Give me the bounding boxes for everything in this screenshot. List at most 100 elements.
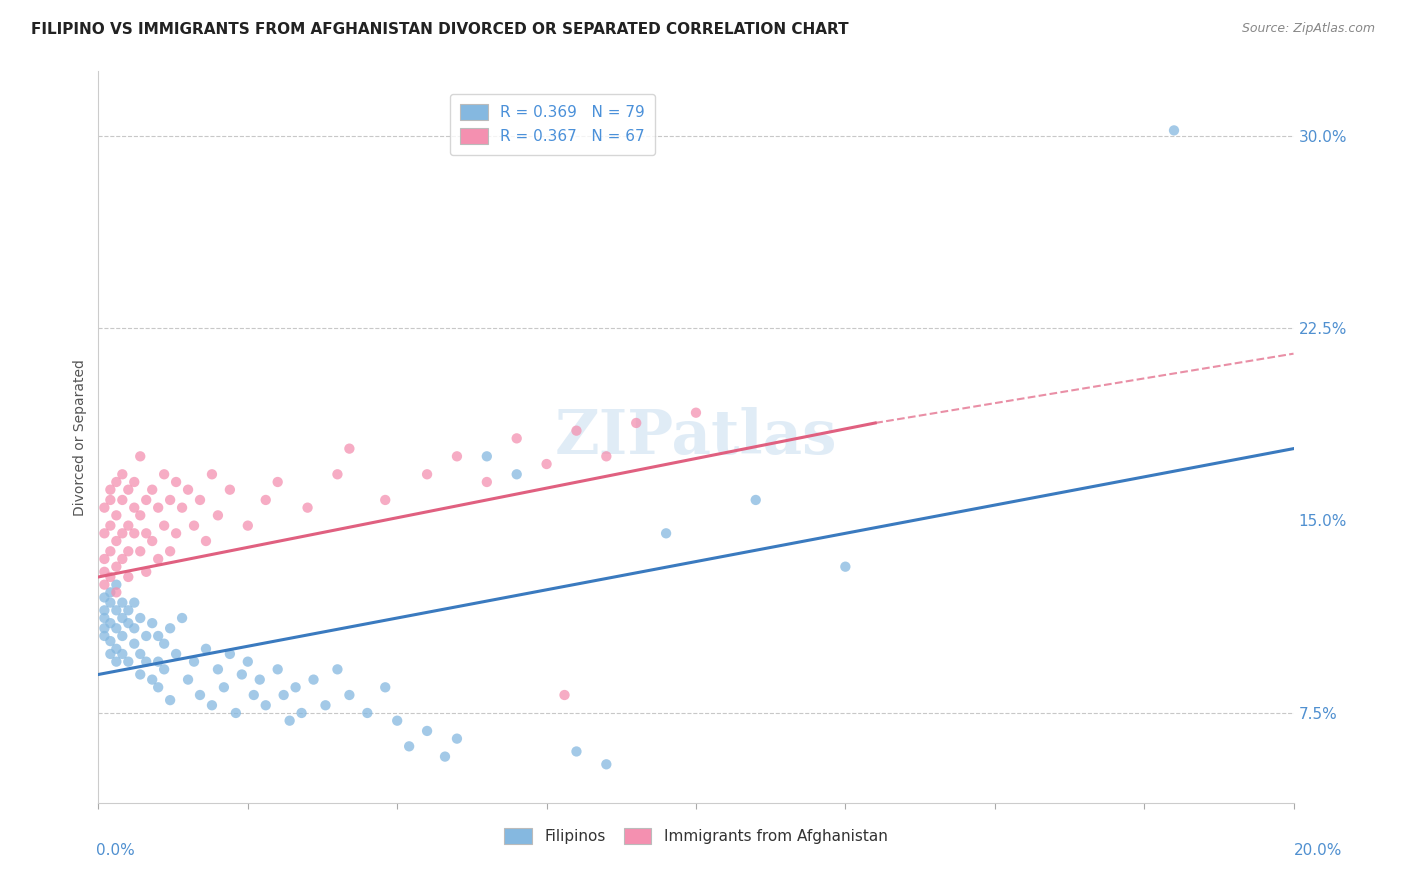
Point [385, 714, 409, 728]
Point [416, 467, 439, 482]
Point [98, 518, 122, 533]
Point [124, 637, 146, 651]
Point [148, 681, 170, 695]
Point [326, 662, 349, 676]
Point [188, 492, 211, 507]
Point [129, 667, 152, 681]
Point [243, 688, 266, 702]
Point [374, 681, 396, 695]
Point [165, 647, 187, 661]
Point [105, 475, 128, 489]
Point [153, 662, 176, 676]
Point [105, 655, 128, 669]
Point [225, 706, 247, 720]
Point [111, 611, 134, 625]
Point [339, 442, 361, 456]
Point [135, 492, 157, 507]
Point [117, 616, 139, 631]
Point [315, 698, 337, 713]
Point [291, 706, 314, 720]
Point [153, 518, 176, 533]
Point [249, 673, 271, 687]
Point [416, 723, 439, 738]
Point [111, 552, 134, 566]
Text: 20.0%: 20.0% [1295, 843, 1343, 858]
Point [339, 688, 361, 702]
Point [105, 534, 128, 549]
Point [398, 739, 420, 754]
Point [93, 611, 115, 625]
Point [93, 565, 115, 579]
Point [98, 492, 122, 507]
Point [834, 559, 856, 574]
Point [153, 467, 176, 482]
Point [124, 596, 146, 610]
Point [93, 629, 115, 643]
Point [231, 667, 253, 681]
Point [117, 518, 139, 533]
Point [111, 467, 134, 482]
Point [98, 570, 122, 584]
Point [506, 467, 529, 482]
Point [117, 544, 139, 558]
Point [159, 621, 181, 635]
Point [595, 450, 617, 464]
Point [284, 681, 307, 695]
Point [135, 565, 157, 579]
Point [148, 629, 170, 643]
Point [165, 475, 187, 489]
Text: 0.0%: 0.0% [96, 843, 135, 858]
Point [177, 673, 200, 687]
Text: ZIPatlas: ZIPatlas [555, 407, 837, 467]
Point [141, 673, 163, 687]
Point [172, 611, 194, 625]
Point [117, 483, 139, 497]
Point [195, 534, 218, 549]
Point [356, 706, 378, 720]
Point [93, 591, 115, 605]
Point [93, 552, 115, 566]
Point [111, 596, 134, 610]
Point [159, 544, 181, 558]
Point [1163, 123, 1185, 137]
Point [685, 406, 707, 420]
Point [98, 596, 122, 610]
Point [188, 688, 211, 702]
Point [98, 616, 122, 631]
Point [183, 518, 205, 533]
Point [124, 526, 146, 541]
Point [105, 577, 128, 591]
Point [297, 500, 319, 515]
Point [93, 603, 115, 617]
Point [506, 431, 529, 445]
Point [135, 629, 157, 643]
Point [165, 526, 187, 541]
Point [98, 647, 122, 661]
Point [124, 500, 146, 515]
Point [302, 673, 325, 687]
Point [475, 450, 498, 464]
Point [475, 475, 498, 489]
Point [434, 749, 457, 764]
Point [93, 526, 115, 541]
Point [93, 500, 115, 515]
Point [273, 688, 295, 702]
Point [159, 693, 181, 707]
Point [745, 492, 768, 507]
Point [135, 655, 157, 669]
Point [177, 483, 200, 497]
Point [159, 492, 181, 507]
Point [267, 662, 290, 676]
Point [98, 634, 122, 648]
Point [374, 492, 396, 507]
Point [148, 500, 170, 515]
Point [105, 641, 128, 656]
Point [219, 483, 242, 497]
Legend: Filipinos, Immigrants from Afghanistan: Filipinos, Immigrants from Afghanistan [498, 822, 894, 850]
Point [105, 508, 128, 523]
Point [626, 416, 648, 430]
Point [254, 698, 277, 713]
Text: FILIPINO VS IMMIGRANTS FROM AFGHANISTAN DIVORCED OR SEPARATED CORRELATION CHART: FILIPINO VS IMMIGRANTS FROM AFGHANISTAN … [31, 22, 849, 37]
Point [124, 475, 146, 489]
Point [117, 603, 139, 617]
